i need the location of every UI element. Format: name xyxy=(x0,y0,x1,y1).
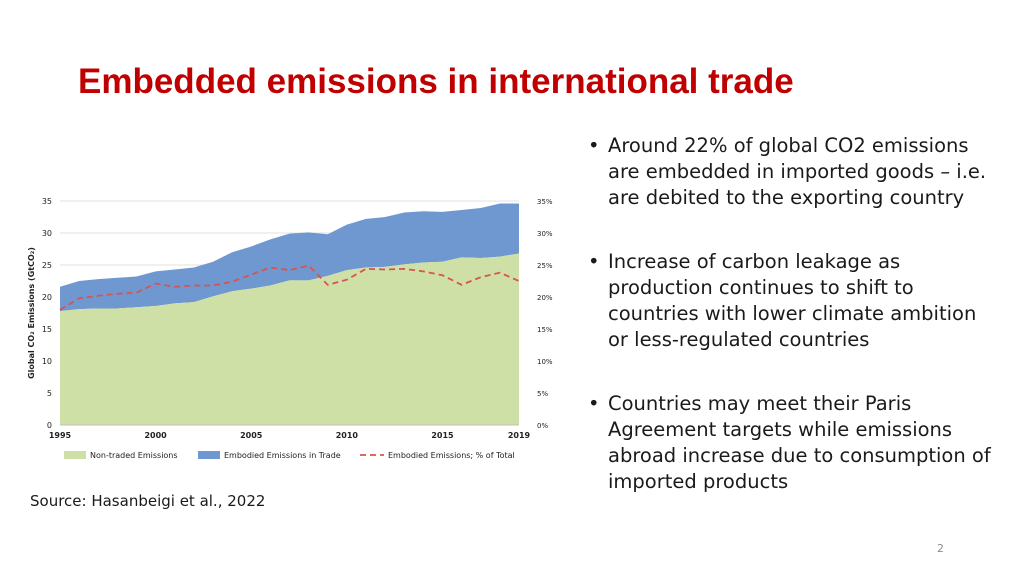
bullet-symbol: • xyxy=(588,250,600,273)
y-tick-label: 10 xyxy=(42,357,52,366)
legend-label-embodied: Embodied Emissions in Trade xyxy=(224,451,341,460)
area-embodied-emissions xyxy=(60,203,519,312)
bullet-text: Increase of carbon leakage as production… xyxy=(608,250,977,351)
page-number: 2 xyxy=(937,542,944,555)
y2-tick-label: 5% xyxy=(537,390,548,398)
y-tick-label: 0 xyxy=(47,421,52,430)
legend-swatch-non-traded xyxy=(64,451,86,459)
y2-tick-label: 30% xyxy=(537,230,553,238)
area-non-traded-emissions xyxy=(60,253,519,425)
legend-label-share: Embodied Emissions; % of Total xyxy=(388,451,515,460)
y2-tick-label: 35% xyxy=(537,198,553,206)
bullet-text: Countries may meet their Paris Agreement… xyxy=(608,392,991,493)
y2-tick-label: 25% xyxy=(537,262,553,270)
x-tick-label: 2000 xyxy=(144,431,167,440)
y-tick-label: 35 xyxy=(42,197,52,206)
source-citation: Source: Hasanbeigi et al., 2022 xyxy=(30,492,266,510)
bullet-list: • Around 22% of global CO2 emissions are … xyxy=(588,133,998,533)
bullet-symbol: • xyxy=(588,134,600,157)
x-tick-label: 2019 xyxy=(508,431,531,440)
x-tick-label: 2015 xyxy=(431,431,454,440)
bullet-item: • Increase of carbon leakage as productio… xyxy=(588,249,998,353)
legend-label-non-traded: Non-traded Emissions xyxy=(90,451,178,460)
bullet-text: Around 22% of global CO2 emissions are e… xyxy=(608,134,987,209)
y-tick-label: 25 xyxy=(42,261,52,270)
y2-tick-label: 20% xyxy=(537,294,553,302)
bullet-item: • Countries may meet their Paris Agreemen… xyxy=(588,391,998,495)
bullet-item: • Around 22% of global CO2 emissions are … xyxy=(588,133,998,211)
y-tick-label: 5 xyxy=(47,389,52,398)
legend-swatch-embodied xyxy=(198,451,220,459)
y-tick-label: 15 xyxy=(42,325,52,334)
y2-tick-label: 15% xyxy=(537,326,553,334)
line-embodied-share xyxy=(59,264,520,311)
bullet-symbol: • xyxy=(588,392,600,415)
emissions-chart: 0 5 10 15 20 25 30 35 0% 5% 10% 15% 20% 25% 30% 35% 1995… xyxy=(27,197,553,460)
slide-title: Embedded emissions in international trad… xyxy=(78,62,794,101)
y2-tick-label: 10% xyxy=(537,358,553,366)
y-axis-title: Global CO₂ Emissions (GtCO₂) xyxy=(27,247,36,379)
x-tick-label: 2010 xyxy=(336,431,359,440)
y2-tick-label: 0% xyxy=(537,422,548,430)
y-tick-label: 20 xyxy=(42,293,52,302)
x-tick-label: 1995 xyxy=(49,431,72,440)
y-tick-label: 30 xyxy=(42,229,52,238)
x-tick-label: 2005 xyxy=(240,431,263,440)
